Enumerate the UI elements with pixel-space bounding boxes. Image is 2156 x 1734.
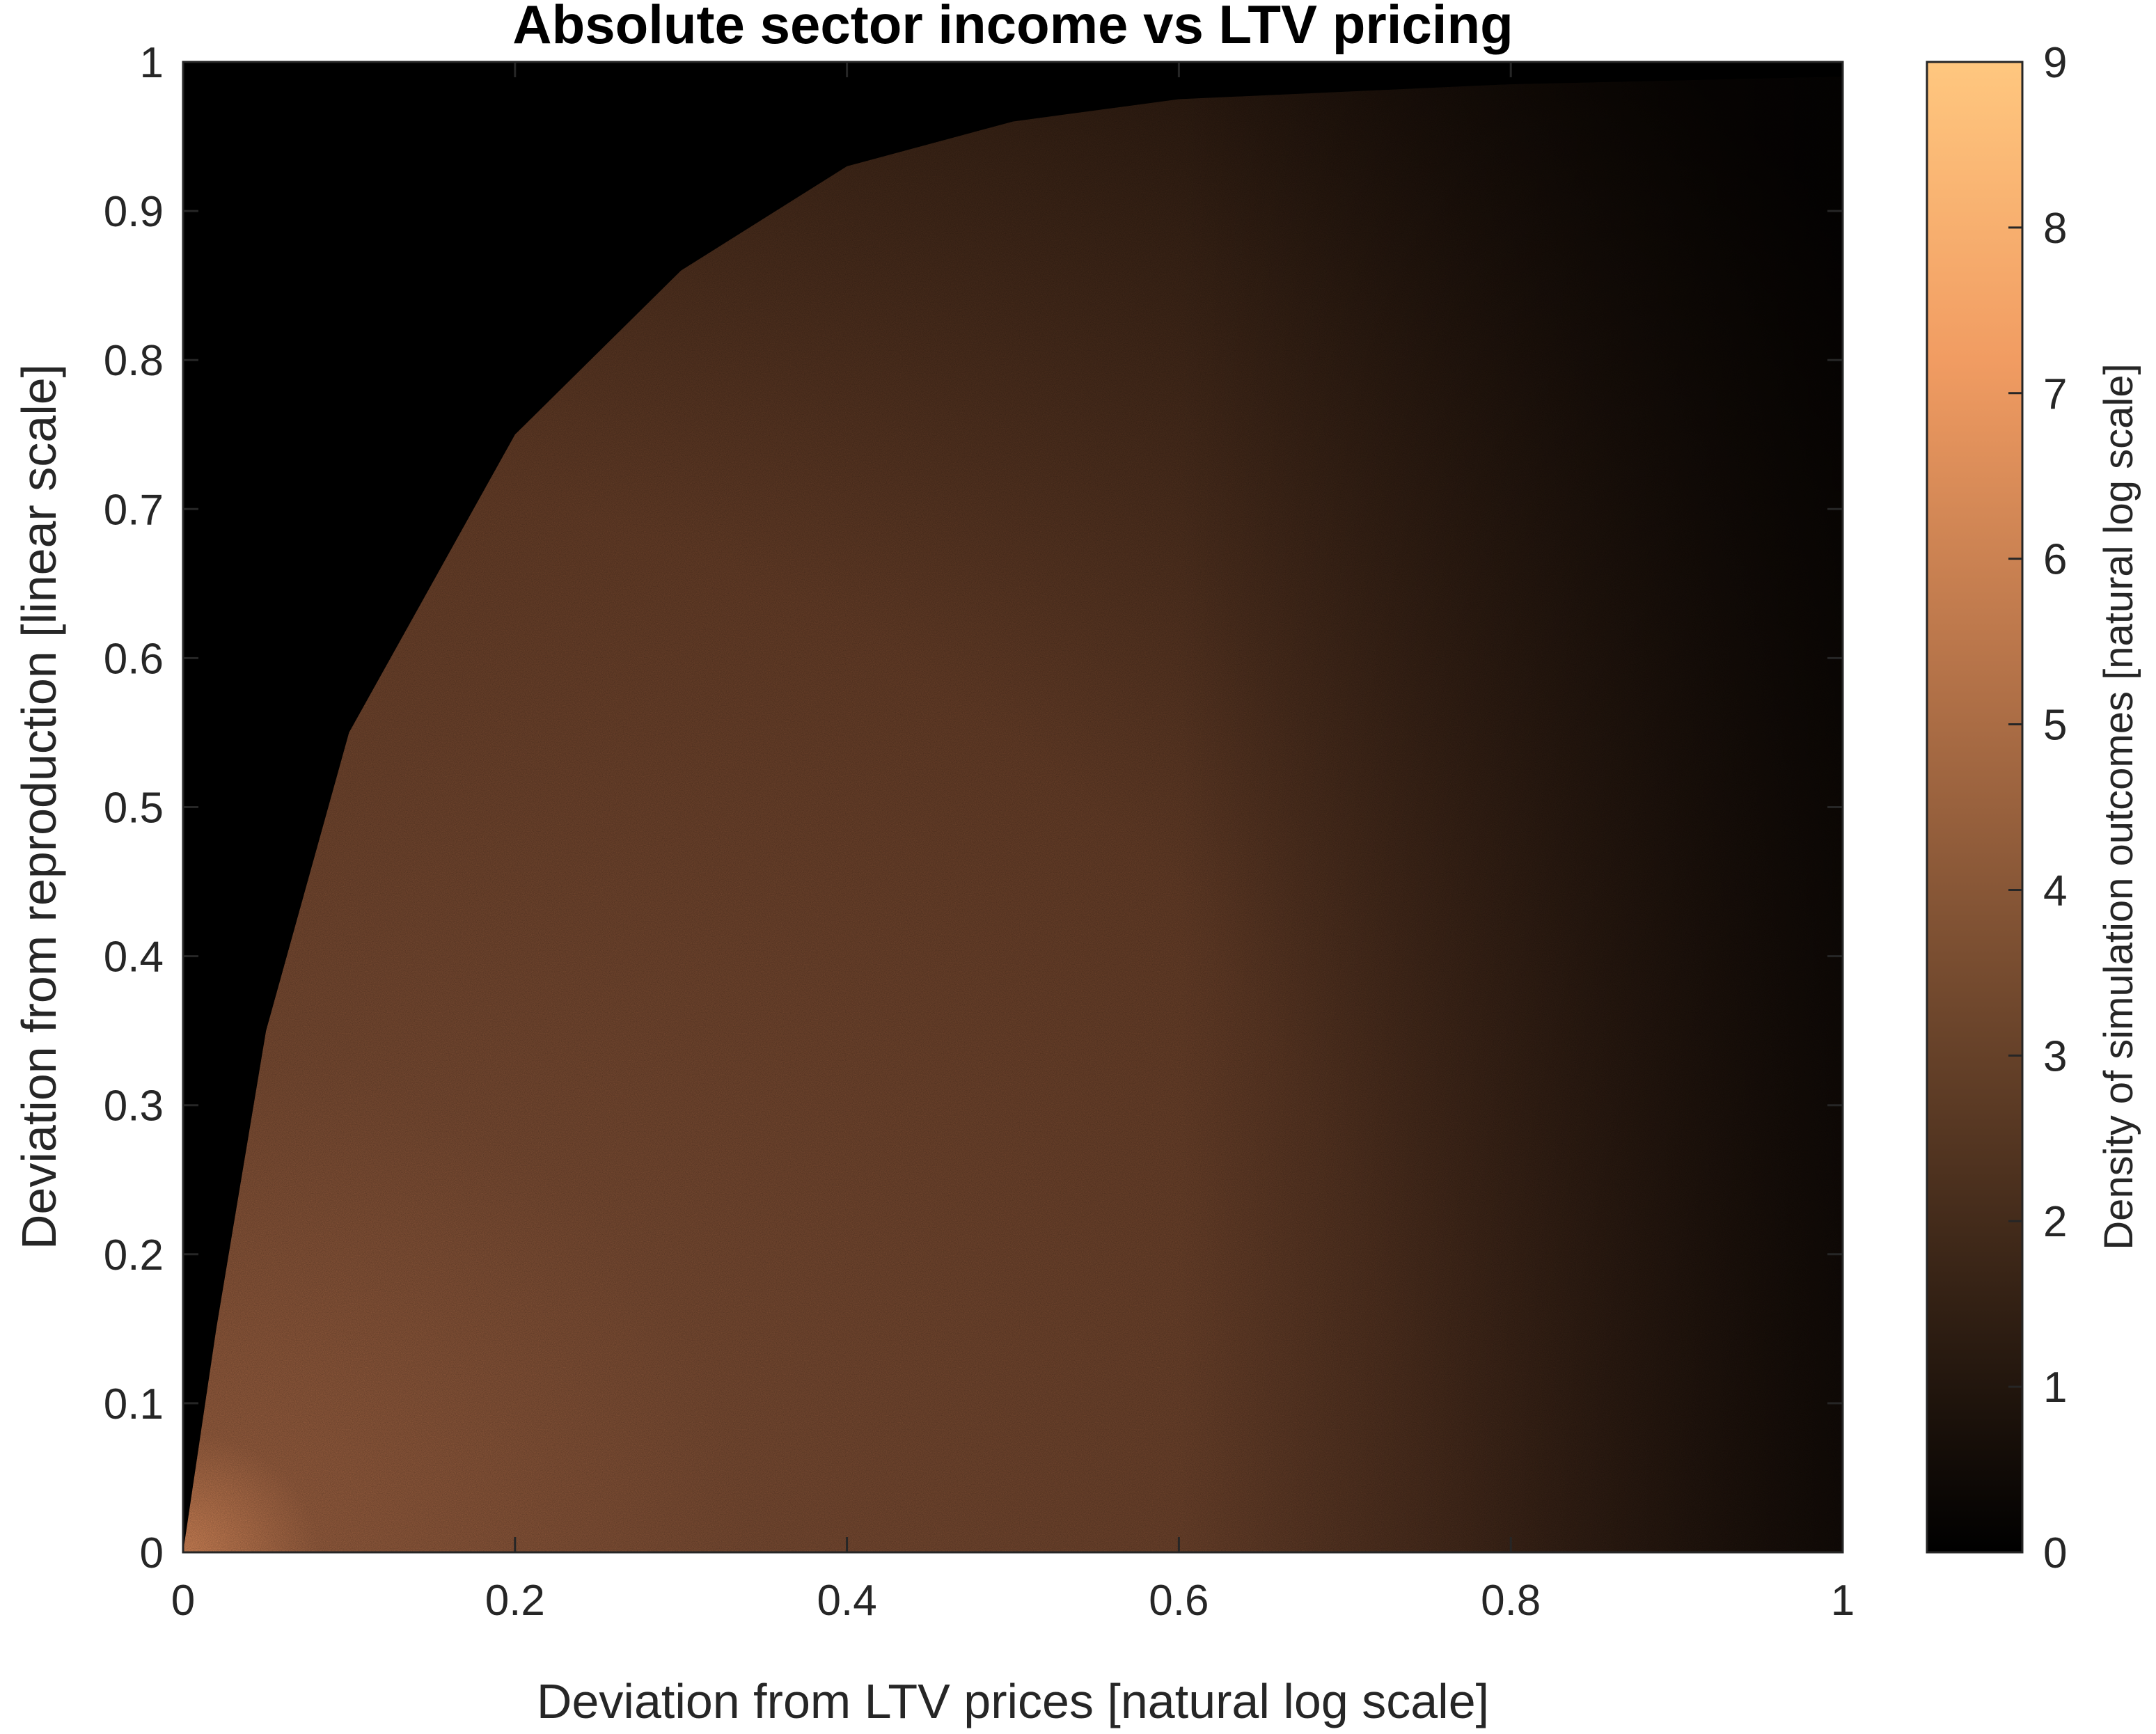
colorbar-tick-label: 3	[2043, 1032, 2067, 1080]
colorbar-tick-label: 6	[2043, 536, 2067, 584]
colorbar-tick-label: 7	[2043, 370, 2067, 418]
colorbar-axis: 0 1 2 3 4 5 6 7 8 9	[2008, 39, 2067, 1577]
x-axis-label: Deviation from LTV prices [natural log s…	[537, 1674, 1489, 1728]
y-tick-label: 0.5	[104, 785, 164, 833]
colorbar-tick-label: 2	[2043, 1198, 2067, 1246]
y-tick-label: 0.8	[104, 337, 164, 385]
x-tick-label: 0.2	[485, 1577, 545, 1625]
colorbar-tick-label: 9	[2043, 39, 2067, 87]
colorbar	[1926, 61, 2024, 1554]
y-tick-label: 0.4	[104, 933, 164, 982]
colorbar-tick-label: 8	[2043, 205, 2067, 253]
colorbar-tick-label: 1	[2043, 1364, 2067, 1412]
x-tick-label: 0.4	[817, 1577, 876, 1625]
y-tick-label: 0.3	[104, 1082, 164, 1130]
y-tick-label: 0.1	[104, 1380, 164, 1428]
y-axis: 0 0.1 0.2 0.3 0.4 0.5 0.6 0.7 0.8 0.9 1	[104, 39, 1843, 1577]
y-tick-label: 0.9	[104, 188, 164, 236]
x-tick-label: 1	[1831, 1577, 1855, 1625]
y-tick-label: 1	[140, 39, 164, 87]
y-tick-label: 0.2	[104, 1231, 164, 1279]
x-axis: 0 0.2 0.4 0.6 0.8 1	[171, 62, 1855, 1625]
colorbar-tick-label: 0	[2043, 1529, 2067, 1577]
y-tick-label: 0.6	[104, 635, 164, 683]
plot-area	[183, 62, 1843, 1552]
x-tick-label: 0.6	[1149, 1577, 1209, 1625]
colorbar-tick-label: 4	[2043, 867, 2067, 915]
x-tick-label: 0	[171, 1577, 195, 1625]
colorbar-label: Density of simulation outcomes [natural …	[2096, 363, 2141, 1250]
x-tick-label: 0.8	[1481, 1577, 1541, 1625]
density-noise	[183, 77, 1843, 1552]
chart-title: Absolute sector income vs LTV pricing	[512, 0, 1513, 55]
colorbar-tick-label: 5	[2043, 702, 2067, 750]
y-axis-label: Deviation from reproduction [linear scal…	[12, 364, 66, 1250]
y-tick-label: 0	[140, 1529, 164, 1577]
y-tick-label: 0.7	[104, 486, 164, 534]
